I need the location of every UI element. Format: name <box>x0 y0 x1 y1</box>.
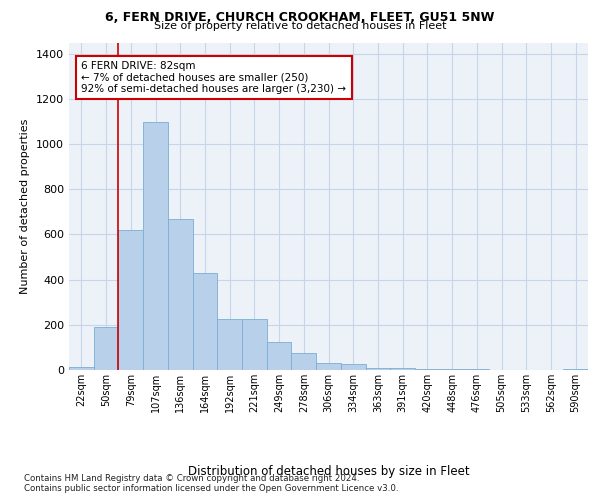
Bar <box>217 319 242 370</box>
Text: Size of property relative to detached houses in Fleet: Size of property relative to detached ho… <box>154 21 446 31</box>
Bar <box>94 327 118 370</box>
Text: Contains public sector information licensed under the Open Government Licence v3: Contains public sector information licen… <box>24 484 398 493</box>
Text: 6, FERN DRIVE, CHURCH CROOKHAM, FLEET, GU51 5NW: 6, FERN DRIVE, CHURCH CROOKHAM, FLEET, G… <box>106 11 494 24</box>
Bar <box>69 366 94 370</box>
Y-axis label: Number of detached properties: Number of detached properties <box>20 118 31 294</box>
Text: Contains HM Land Registry data © Crown copyright and database right 2024.: Contains HM Land Registry data © Crown c… <box>24 474 359 483</box>
Bar <box>316 363 341 370</box>
Bar <box>390 368 415 370</box>
X-axis label: Distribution of detached houses by size in Fleet: Distribution of detached houses by size … <box>188 465 469 478</box>
Bar <box>415 369 440 370</box>
Bar <box>242 319 267 370</box>
Bar <box>341 364 365 370</box>
Bar <box>193 273 217 370</box>
Bar <box>365 368 390 370</box>
Text: 6 FERN DRIVE: 82sqm
← 7% of detached houses are smaller (250)
92% of semi-detach: 6 FERN DRIVE: 82sqm ← 7% of detached hou… <box>82 61 346 94</box>
Bar <box>143 122 168 370</box>
Bar <box>118 230 143 370</box>
Bar <box>292 353 316 370</box>
Bar <box>267 342 292 370</box>
Bar <box>563 369 588 370</box>
Bar <box>168 218 193 370</box>
